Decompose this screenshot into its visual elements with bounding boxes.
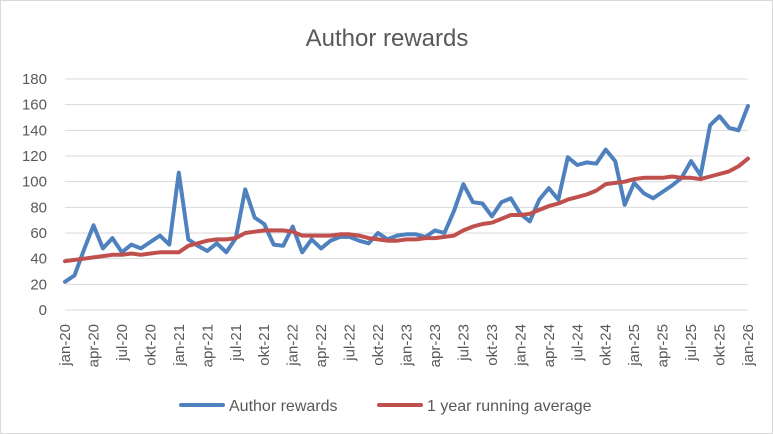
x-tick-label: jan-22 <box>285 324 302 367</box>
x-tick-label: jul-23 <box>455 324 472 362</box>
author-rewards-line <box>63 104 750 284</box>
series-lines <box>63 104 750 284</box>
y-tick-label: 140 <box>22 122 47 139</box>
y-tick-label: 20 <box>30 276 47 293</box>
x-tick-label: apr-24 <box>541 324 558 367</box>
x-tick-label: jan-20 <box>57 324 74 367</box>
x-tick-label: jul-25 <box>683 324 700 362</box>
x-tick-label: apr-20 <box>85 324 102 367</box>
x-tick-label: jan-25 <box>626 324 643 367</box>
chart-title: Author rewards <box>306 25 469 52</box>
legend-label-running-average: 1 year running average <box>427 398 592 415</box>
x-tick-label: jan-21 <box>171 324 188 367</box>
y-tick-label: 60 <box>30 225 47 242</box>
x-tick-label: apr-22 <box>313 324 330 367</box>
x-tick-label: okt-24 <box>598 324 615 366</box>
x-tick-label: jan-26 <box>740 324 757 367</box>
x-tick-label: okt-22 <box>370 324 387 366</box>
y-tick-label: 80 <box>30 199 47 216</box>
x-tick-label: okt-20 <box>142 324 159 366</box>
y-tick-label: 180 <box>22 71 47 88</box>
y-tick-label: 0 <box>39 302 47 319</box>
x-tick-label: jul-22 <box>342 324 359 362</box>
x-tick-label: jan-23 <box>399 324 416 367</box>
x-tick-label: apr-25 <box>655 324 672 367</box>
legend: Author rewards 1 year running average <box>179 398 592 415</box>
y-tick-label: 160 <box>22 97 47 114</box>
x-axis-ticks: jan-20 apr-20 jul-20 okt-20 jan-21 apr-21 jul-… <box>57 324 757 367</box>
running-average-line <box>63 156 750 264</box>
y-tick-label: 120 <box>22 148 47 165</box>
x-tick-label: apr-21 <box>199 324 216 367</box>
x-tick-label: apr-23 <box>427 324 444 367</box>
y-axis-ticks: 0 20 40 60 80 100 120 140 160 180 <box>22 71 47 319</box>
x-tick-label: jul-21 <box>228 324 245 362</box>
x-tick-label: jan-24 <box>512 324 529 367</box>
y-tick-label: 40 <box>30 251 47 268</box>
x-tick-label: okt-21 <box>256 324 273 366</box>
y-tick-label: 100 <box>22 174 47 191</box>
legend-label-author-rewards: Author rewards <box>229 398 338 415</box>
x-tick-label: jul-20 <box>114 324 131 362</box>
x-tick-label: jul-24 <box>569 324 586 362</box>
x-tick-label: okt-25 <box>712 324 729 366</box>
x-tick-label: okt-23 <box>484 324 501 366</box>
